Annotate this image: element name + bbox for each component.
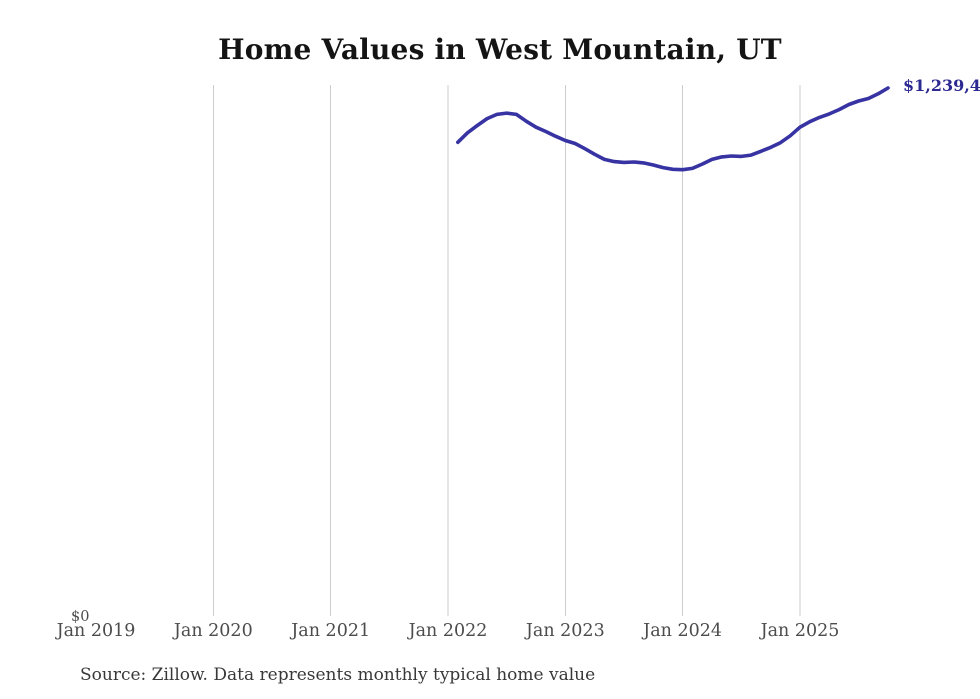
x-tick-label: Jan 2022: [408, 621, 488, 641]
y-axis-zero-label: $0: [71, 609, 90, 625]
home-value-line: [455, 86, 890, 172]
source-note: Source: Zillow. Data represents monthly …: [80, 665, 596, 685]
x-tick-label: Jan 2020: [173, 621, 253, 641]
x-tick-label: Jan 2024: [643, 621, 723, 641]
x-tick-label: Jan 2023: [525, 621, 605, 641]
x-tick-label: Jan 2021: [291, 621, 371, 641]
latest-value-label: $1,239,4: [903, 76, 980, 95]
x-tick-label: Jan 2019: [56, 621, 136, 641]
chart-title: Home Values in West Mountain, UT: [218, 33, 782, 66]
x-tick-label: Jan 2025: [760, 621, 840, 641]
